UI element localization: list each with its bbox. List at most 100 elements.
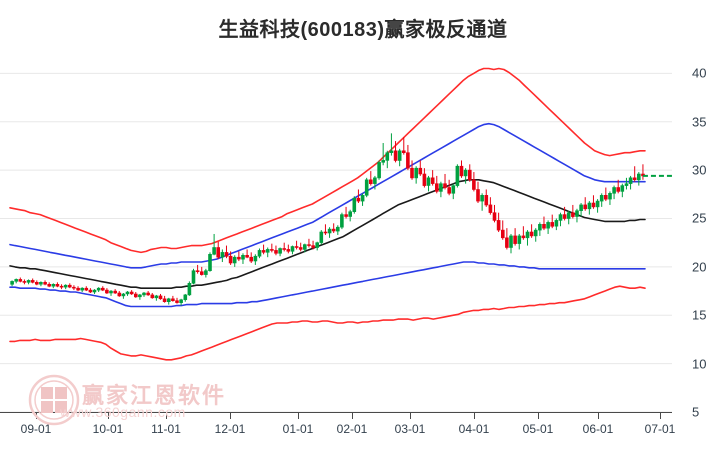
candle-body <box>175 300 179 303</box>
candle-body <box>422 173 427 186</box>
y-axis: 40 35 30 25 20 15 10 5 <box>672 54 726 420</box>
candle-body <box>39 282 43 285</box>
candle-body <box>492 212 497 221</box>
x-axis-tick-label: 07-01 <box>644 422 676 436</box>
candle-body <box>566 212 571 219</box>
candle-body <box>18 279 23 282</box>
band-line <box>9 285 646 361</box>
x-axis-tick-mark <box>660 412 661 419</box>
x-axis-tick-mark <box>538 412 539 419</box>
candle-body <box>92 289 97 293</box>
candle-body <box>257 250 262 257</box>
candle-body <box>80 287 84 291</box>
candle-body <box>270 249 274 251</box>
x-axis-tick-label: 03-01 <box>394 422 426 436</box>
candle-body <box>249 256 253 262</box>
candle-body <box>389 150 394 154</box>
candle-body <box>241 255 245 260</box>
candle-body <box>154 295 159 299</box>
candle-body <box>368 179 373 185</box>
candle-body <box>463 169 468 177</box>
candle-body <box>628 177 633 184</box>
candle-body <box>591 202 596 208</box>
x-axis-tick-mark <box>298 412 299 419</box>
candle-body <box>414 167 419 179</box>
band-line <box>9 179 646 289</box>
candle-body <box>294 246 299 248</box>
candle-body <box>30 280 35 283</box>
candle-body <box>88 289 93 293</box>
x-axis-tick-label: 01-01 <box>282 422 314 436</box>
candle-body <box>344 214 348 217</box>
candle-body <box>632 177 637 181</box>
candle-body <box>63 284 68 288</box>
x-axis-tick-label: 11-01 <box>151 422 181 436</box>
candle-body <box>26 280 31 283</box>
candle-body <box>265 249 270 253</box>
x-axis-line <box>0 412 672 413</box>
candle-body <box>76 287 80 291</box>
candle-body <box>253 255 258 262</box>
candle-body <box>237 256 241 260</box>
candle-body <box>480 195 484 202</box>
candle-body <box>476 189 480 202</box>
candle-body <box>373 177 377 184</box>
candle-body <box>150 294 155 299</box>
candle-body <box>525 231 530 239</box>
candle-body <box>583 204 588 210</box>
candle-body <box>352 197 357 212</box>
x-axis-tick-label: 04-01 <box>458 422 490 436</box>
candle-body <box>10 281 14 285</box>
candle-body <box>72 286 76 289</box>
candle-body <box>319 231 324 243</box>
candle-body <box>220 252 225 258</box>
candle-body <box>500 229 505 239</box>
candle-body <box>426 177 431 186</box>
candle-body <box>612 187 616 194</box>
candle-body <box>274 250 278 254</box>
candle-body <box>542 224 546 229</box>
candle-body <box>364 179 369 196</box>
chart-svg <box>0 67 672 412</box>
candle-body <box>315 242 320 248</box>
candle-body <box>171 298 175 302</box>
candle-body <box>335 226 340 232</box>
candle-body <box>105 289 109 294</box>
candle-body <box>451 185 456 194</box>
y-axis-tick-label: 20 <box>692 259 707 275</box>
y-axis-tick-label: 5 <box>692 404 700 420</box>
candle-body <box>538 224 542 231</box>
x-axis-tick-label: 06-01 <box>582 422 614 436</box>
y-axis-tick-label: 15 <box>692 307 707 323</box>
candle-body <box>96 287 101 291</box>
candle-body <box>385 152 390 161</box>
candle-body <box>410 167 414 179</box>
candle-body <box>340 214 344 228</box>
candle-body <box>158 295 163 300</box>
candle-body <box>517 235 522 244</box>
x-axis-tick-mark <box>410 412 411 419</box>
candle-body <box>513 235 517 244</box>
candle-body <box>167 298 171 303</box>
candle-body <box>195 270 200 272</box>
candle-body <box>533 229 538 237</box>
candle-body <box>212 247 216 255</box>
candle-body <box>509 235 513 248</box>
candle-body <box>418 167 423 175</box>
band-line <box>9 122 646 269</box>
candle-body <box>183 294 188 300</box>
x-axis-tick-label: 10-01 <box>92 422 124 436</box>
chart-plot-area[interactable] <box>0 54 672 412</box>
candle-body <box>434 183 439 192</box>
candle-body <box>109 290 113 294</box>
candle-body <box>608 193 612 200</box>
candle-body <box>467 169 472 181</box>
candle-body <box>290 246 295 252</box>
candle-body <box>228 255 233 264</box>
candle-body <box>587 202 592 210</box>
candle-body <box>439 183 443 192</box>
x-axis-tick-label: 12-01 <box>214 422 246 436</box>
x-axis: 09-01 10-01 11-01 12-01 01-01 02-01 03-01 04-01… <box>0 412 726 450</box>
y-axis-tick-label: 35 <box>692 114 707 130</box>
candle-body <box>47 284 52 287</box>
